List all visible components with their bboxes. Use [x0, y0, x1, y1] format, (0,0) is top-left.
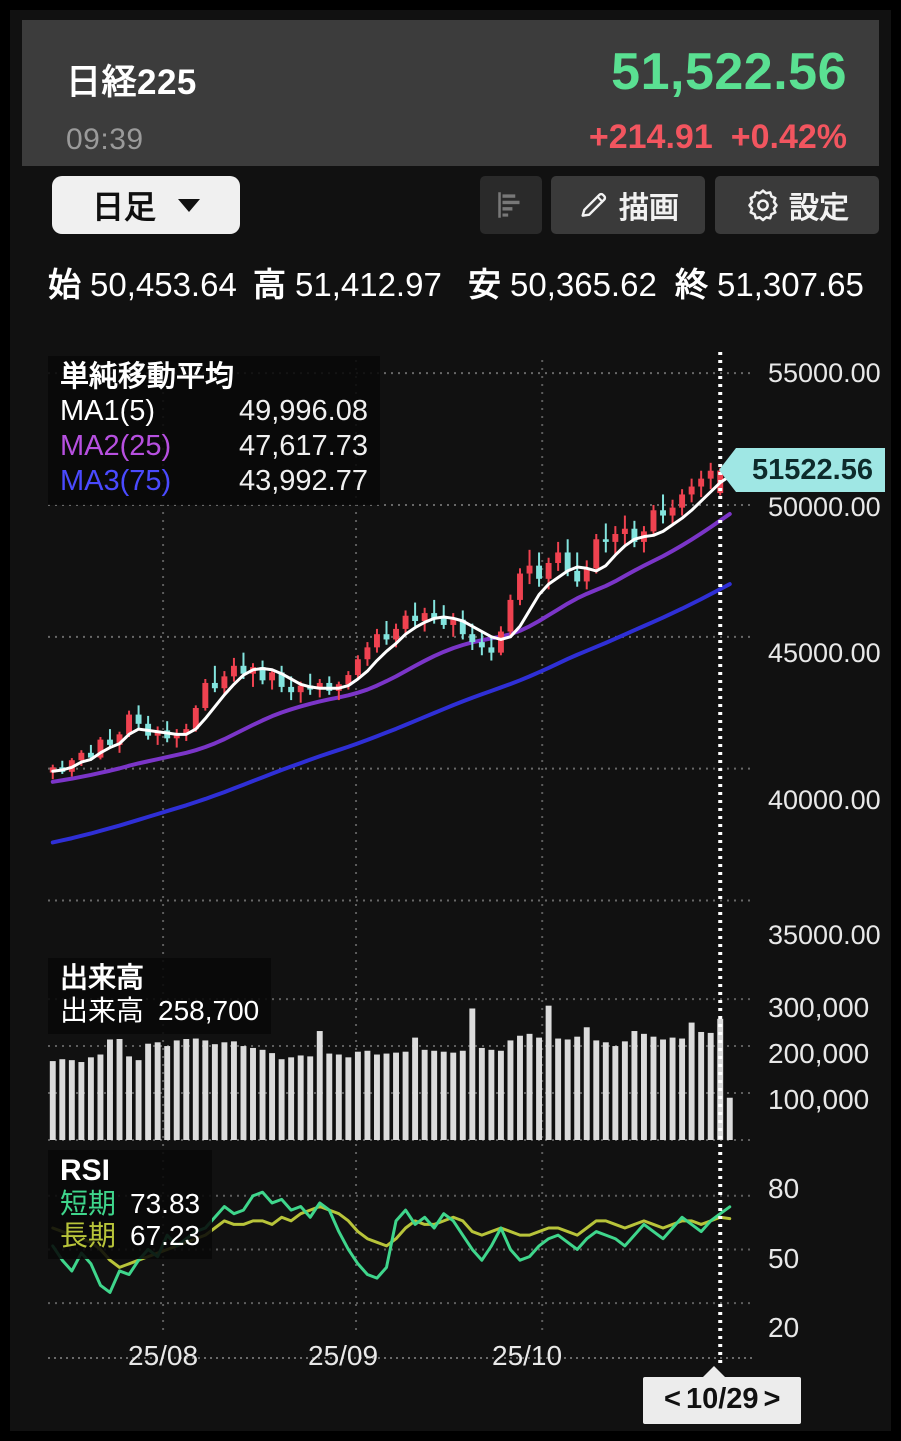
price-tick-55000: 55000.00 — [768, 358, 881, 388]
date-tick-1: 25/09 — [308, 1340, 379, 1371]
ohlc-high: 高 51,412.97 — [253, 258, 442, 306]
chart-toolbar: 日足 描画 — [10, 172, 891, 248]
chart-stage[interactable]: 単純移動平均 MA1(5) 49,996.08 MA2(25) 47,617.7… — [10, 340, 891, 1430]
price-tick-45000: 45000.00 — [768, 638, 881, 668]
rsi-tick-80: 80 — [768, 1173, 800, 1204]
settings-button-label: 設定 — [789, 192, 849, 225]
chart-canvas[interactable] — [10, 340, 891, 1430]
ohlc-row: 始 50,453.64 高 51,412.97 安 50,365.62 終 51,307… — [10, 258, 891, 310]
volume-legend: 出来高 出来高 258,700 — [48, 958, 272, 1034]
settings-button[interactable]: 設定 — [715, 176, 879, 234]
current-price-tag: 51522.56 — [719, 448, 885, 492]
ma-legend-row-3: MA3(75) 43,992.77 — [60, 464, 368, 499]
price-change: +214.91 — [588, 118, 713, 156]
prev-day-button[interactable]: < — [664, 1383, 681, 1415]
ma-legend-row-1: MA1(5) 49,996.08 — [60, 394, 368, 429]
rsi-tick-50: 50 — [768, 1243, 800, 1274]
ohlc-close-value: 51,307.65 — [717, 266, 864, 303]
ma3-name: MA3(75) — [60, 464, 172, 497]
rsi-tick-20: 20 — [768, 1312, 800, 1343]
volume-row-label: 出来高 — [60, 995, 145, 1027]
rsi-long-value: 67.23 — [130, 1220, 201, 1252]
price-tag-pointer — [719, 448, 736, 492]
quote-time: 09:39 — [66, 123, 144, 156]
next-day-button[interactable]: > — [763, 1383, 781, 1415]
chevron-down-icon — [178, 198, 200, 212]
rsi-legend-title: RSI — [60, 1154, 111, 1187]
ohlc-open-label: 始 — [48, 266, 81, 303]
volume-legend-title: 出来高 — [60, 962, 145, 993]
date-cursor-pill[interactable]: <10/29 > — [643, 1366, 802, 1424]
ma2-value: 47,617.73 — [238, 430, 368, 463]
ma1-name: MA1(5) — [60, 395, 156, 428]
volume-row-value: 258,700 — [158, 995, 260, 1027]
volume-tick-300000: 300,000 — [768, 992, 870, 1023]
rsi-long-row: 長期 67.23 — [60, 1220, 200, 1252]
current-price: 51,522.56 — [611, 43, 847, 101]
indicator-list-button[interactable] — [480, 176, 542, 234]
cursor-date: 10/29 — [685, 1383, 759, 1415]
timeframe-label: 日足 — [91, 189, 156, 225]
symbol-name: 日経225 — [66, 63, 197, 102]
ohlc-low: 安 50,365.62 — [468, 258, 657, 306]
price-change-group: +214.91 +0.42% — [589, 118, 847, 157]
price-tag-value: 51522.56 — [752, 453, 873, 486]
date-tick-0: 25/08 — [128, 1340, 199, 1371]
volume-tick-100000: 100,000 — [768, 1084, 870, 1115]
ohlc-high-label: 高 — [253, 266, 286, 303]
rsi-long-label: 長期 — [60, 1220, 117, 1252]
ohlc-open: 始 50,453.64 — [48, 258, 237, 306]
moving-average-legend: 単純移動平均 MA1(5) 49,996.08 MA2(25) 47,617.7… — [48, 356, 380, 505]
ma-legend-row-2: MA2(25) 47,617.73 — [60, 429, 368, 464]
ohlc-low-label: 安 — [468, 266, 501, 303]
date-tick-2: 25/10 — [492, 1340, 563, 1371]
ma2-name: MA2(25) — [60, 430, 172, 463]
date-cursor-pointer — [702, 1366, 726, 1378]
ohlc-close-label: 終 — [675, 266, 708, 303]
volume-tick-200000: 200,000 — [768, 1038, 870, 1069]
volume-legend-row: 出来高 258,700 — [60, 994, 259, 1028]
ma-legend-title: 単純移動平均 — [60, 361, 235, 393]
ma1-value: 49,996.08 — [238, 395, 368, 428]
bar-list-icon — [494, 188, 528, 222]
rsi-short-row: 短期 73.83 — [60, 1188, 200, 1220]
timeframe-dropdown[interactable]: 日足 — [52, 176, 240, 234]
ohlc-open-value: 50,453.64 — [90, 266, 237, 303]
price-tick-50000: 50000.00 — [768, 492, 881, 522]
ohlc-close: 終 51,307.65 — [675, 258, 864, 306]
price-change-percent: +0.42% — [730, 118, 847, 156]
ohlc-low-value: 50,365.62 — [510, 266, 657, 303]
price-tick-35000: 35000.00 — [768, 920, 881, 950]
rsi-short-value: 73.83 — [130, 1187, 201, 1219]
pencil-icon — [577, 188, 611, 222]
draw-button[interactable]: 描画 — [551, 176, 705, 234]
quote-header: 日経225 09:39 51,522.56 +214.91 +0.42% — [22, 20, 879, 166]
rsi-legend: RSI 短期 73.83 長期 67.23 — [48, 1150, 213, 1259]
ma3-value: 43,992.77 — [238, 464, 368, 497]
rsi-short-label: 短期 — [60, 1187, 117, 1219]
draw-button-label: 描画 — [619, 192, 679, 225]
price-tick-40000: 40000.00 — [768, 785, 881, 815]
gear-icon — [745, 187, 781, 223]
ohlc-high-value: 51,412.97 — [295, 266, 442, 303]
